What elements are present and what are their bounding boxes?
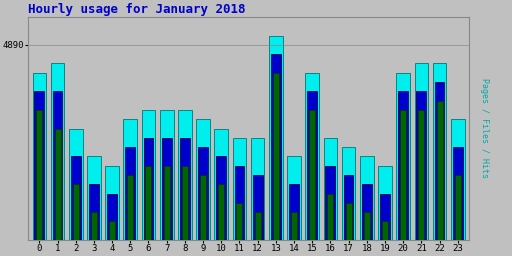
Bar xyxy=(269,36,283,256)
Bar xyxy=(305,73,319,256)
Bar xyxy=(237,203,243,256)
Bar xyxy=(234,166,244,256)
Bar xyxy=(451,119,464,256)
Bar xyxy=(91,212,97,256)
Bar xyxy=(398,91,408,256)
Bar xyxy=(307,91,317,256)
Bar xyxy=(289,184,299,256)
Bar xyxy=(362,184,372,256)
Bar xyxy=(271,54,281,256)
Bar xyxy=(87,156,101,256)
Bar xyxy=(382,221,388,256)
Bar xyxy=(215,129,228,256)
Bar xyxy=(254,212,261,256)
Bar xyxy=(433,63,446,256)
Bar xyxy=(364,212,370,256)
Bar xyxy=(327,194,333,256)
Bar xyxy=(342,147,355,256)
Bar xyxy=(378,166,392,256)
Bar xyxy=(253,175,263,256)
Bar xyxy=(273,73,279,256)
Bar xyxy=(164,166,169,256)
Bar xyxy=(232,138,246,256)
Bar xyxy=(418,110,424,256)
Bar xyxy=(36,110,42,256)
Bar xyxy=(287,156,301,256)
Bar xyxy=(143,138,154,256)
Bar xyxy=(346,203,352,256)
Bar xyxy=(127,175,133,256)
Bar xyxy=(324,138,337,256)
Bar xyxy=(326,166,335,256)
Bar xyxy=(453,147,463,256)
Bar xyxy=(218,184,224,256)
Bar xyxy=(182,166,188,256)
Bar xyxy=(198,147,208,256)
Bar xyxy=(51,63,65,256)
Bar xyxy=(53,91,62,256)
Bar xyxy=(55,129,60,256)
Bar xyxy=(180,138,190,256)
Bar xyxy=(217,156,226,256)
Bar xyxy=(162,138,172,256)
Bar xyxy=(455,175,461,256)
Bar xyxy=(109,221,115,256)
Bar xyxy=(123,119,137,256)
Bar xyxy=(125,147,135,256)
Bar xyxy=(400,110,406,256)
Bar xyxy=(200,175,206,256)
Bar xyxy=(416,91,426,256)
Bar xyxy=(178,110,191,256)
Bar xyxy=(33,73,46,256)
Bar xyxy=(291,212,297,256)
Bar xyxy=(71,156,81,256)
Bar xyxy=(69,129,82,256)
Bar xyxy=(145,166,152,256)
Bar xyxy=(435,82,444,256)
Bar xyxy=(415,63,428,256)
Bar xyxy=(34,91,44,256)
Bar xyxy=(309,110,315,256)
Bar xyxy=(437,101,442,256)
Bar xyxy=(73,184,79,256)
Bar xyxy=(196,119,210,256)
Bar xyxy=(251,138,265,256)
Bar xyxy=(89,184,99,256)
Bar xyxy=(142,110,155,256)
Bar xyxy=(380,194,390,256)
Bar xyxy=(344,175,353,256)
Bar xyxy=(105,166,119,256)
Bar xyxy=(160,110,174,256)
Text: Hourly usage for January 2018: Hourly usage for January 2018 xyxy=(29,3,246,16)
Bar xyxy=(107,194,117,256)
Y-axis label: Pages / Files / Hits: Pages / Files / Hits xyxy=(480,79,489,178)
Bar xyxy=(360,156,374,256)
Bar xyxy=(396,73,410,256)
